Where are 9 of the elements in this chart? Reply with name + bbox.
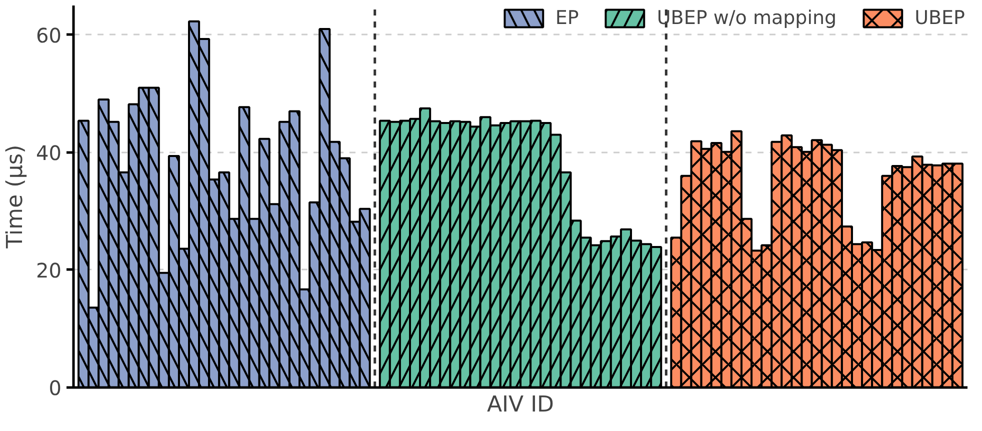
y-axis-title: Time (µs)	[3, 144, 28, 250]
x-axis-title: AIV ID	[486, 392, 554, 418]
legend-label: EP	[555, 7, 579, 29]
legend-label: UBEP w/o mapping	[656, 7, 837, 29]
legend-label: UBEP	[914, 7, 965, 29]
y-tick-label: 40	[36, 140, 62, 165]
y-tick-label: 20	[36, 258, 62, 282]
y-tick-label: 0	[48, 376, 62, 400]
y-tick-label: 60	[36, 23, 62, 48]
